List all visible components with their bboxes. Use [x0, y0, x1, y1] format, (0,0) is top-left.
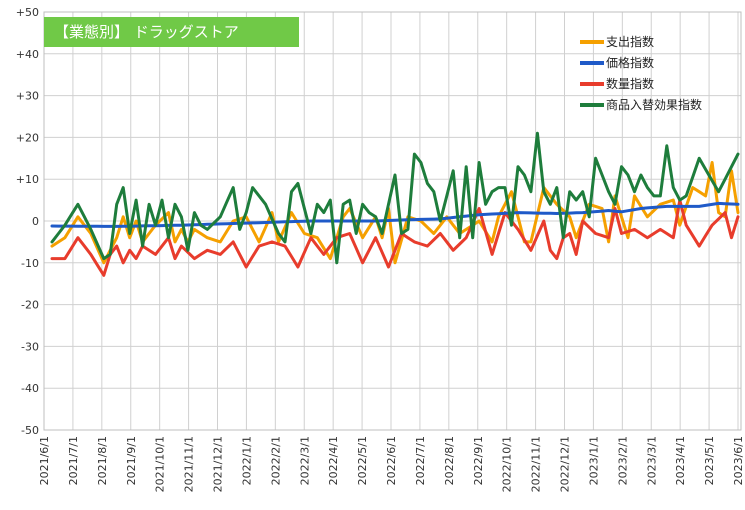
chart-title: 【業態別】 ドラッグストア — [44, 17, 299, 47]
x-tick-label: 2022/4/1 — [327, 436, 340, 485]
legend-item-mix: 商品入替効果指数 — [580, 94, 702, 115]
y-axis: +50 +40 +30 +20 +10 0 -10 -20 -30 -40 -50 — [16, 6, 39, 437]
legend: 支出指数 価格指数 数量指数 商品入替効果指数 — [580, 31, 702, 115]
series-line-mix — [50, 131, 740, 265]
plot-frame — [43, 11, 742, 431]
x-tick-label: 2021/12/1 — [212, 436, 225, 492]
y-tick-label: -40 — [21, 382, 39, 395]
x-tick-label: 2023/6/1 — [732, 436, 745, 485]
x-tick-label: 2021/8/1 — [96, 436, 109, 485]
y-tick-label: -30 — [21, 340, 39, 353]
legend-swatch-quantity — [580, 81, 604, 86]
legend-item-quantity: 数量指数 — [580, 73, 702, 94]
legend-item-spending: 支出指数 — [580, 31, 702, 52]
legend-swatch-price — [580, 60, 604, 65]
series-line-quantity — [50, 198, 740, 277]
y-tick-label: -50 — [21, 424, 39, 437]
x-tick-label: 2023/5/1 — [703, 436, 716, 485]
y-tick-label: -20 — [21, 299, 39, 312]
x-tick-label: 2022/3/1 — [298, 436, 311, 485]
legend-swatch-mix — [580, 102, 604, 107]
x-tick-label: 2022/7/1 — [414, 436, 427, 485]
legend-label-price: 価格指数 — [606, 56, 655, 70]
x-tick-label: 2022/11/1 — [530, 436, 543, 492]
series-line-spending — [50, 161, 740, 265]
y-tick-label: 0 — [32, 215, 39, 228]
legend-swatch-spending — [580, 39, 604, 44]
x-tick-label: 2022/2/1 — [269, 436, 282, 485]
x-tick-label: 2021/6/1 — [38, 436, 51, 485]
x-axis: 2021/6/1 2021/7/1 2021/8/1 2021/9/1 2021/10/… — [38, 436, 745, 492]
legend-item-price: 価格指数 — [580, 52, 702, 73]
legend-label-mix: 商品入替効果指数 — [606, 98, 703, 112]
x-tick-label: 2023/1/1 — [587, 436, 600, 485]
y-tick-label: +30 — [16, 90, 39, 103]
x-tick-label: 2022/9/1 — [472, 436, 485, 485]
legend-label-quantity: 数量指数 — [606, 77, 655, 91]
x-tick-label: 2021/9/1 — [125, 436, 138, 485]
x-tick-label: 2022/6/1 — [385, 436, 398, 485]
y-tick-label: -10 — [21, 257, 39, 270]
x-tick-label: 2022/1/1 — [240, 436, 253, 485]
x-tick-label: 2021/11/1 — [183, 436, 196, 492]
y-tick-label: +20 — [16, 131, 39, 144]
y-tick-label: +40 — [16, 48, 39, 61]
x-tick-label: 2022/8/1 — [443, 436, 456, 485]
x-tick-label: 2022/5/1 — [356, 436, 369, 485]
series-lines — [50, 131, 740, 277]
x-tick-label: 2022/12/1 — [559, 436, 572, 492]
x-tick-label: 2022/10/1 — [501, 436, 514, 492]
x-tick-label: 2023/4/1 — [674, 436, 687, 485]
x-tick-label: 2023/3/1 — [645, 436, 658, 485]
y-tick-label: +10 — [16, 173, 39, 186]
x-tick-label: 2023/2/1 — [616, 436, 629, 485]
x-tick-label: 2021/10/1 — [154, 436, 167, 492]
y-tick-label: +50 — [16, 6, 39, 19]
legend-label-spending: 支出指数 — [606, 35, 655, 49]
x-tick-label: 2021/7/1 — [67, 436, 80, 485]
